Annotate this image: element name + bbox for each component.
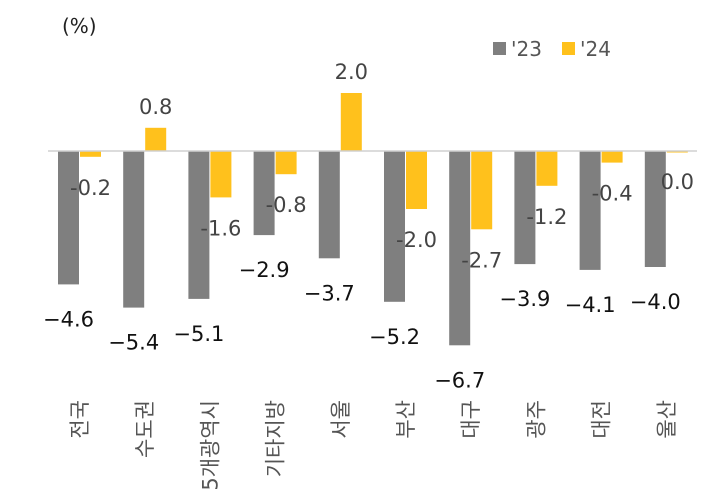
legend-swatch-24 [562, 42, 575, 55]
value-label-23-8: −4.1 [565, 293, 616, 317]
value-labels-layer: −4.6 -0.2 −5.4 0.8 −5.1 -1.6 −2.9 -0.8 −3.7 2.0 −5… [43, 60, 694, 392]
value-label-23-3: −2.9 [239, 258, 290, 282]
legend-label-23: '23 [511, 37, 542, 61]
bar-24-1 [145, 127, 167, 151]
bar-23-6 [449, 151, 471, 346]
bar-23-8 [579, 151, 601, 270]
category-label-2: 5개광역시 [198, 400, 222, 491]
bar-23-3 [253, 151, 275, 236]
bar-23-2 [188, 151, 210, 299]
value-label-24-4: 2.0 [335, 60, 368, 84]
category-label-4: 서울 [329, 400, 353, 439]
value-label-23-0: −4.6 [43, 307, 94, 331]
value-label-23-1: −5.4 [108, 331, 159, 355]
bar-24-3 [275, 151, 297, 175]
value-label-24-3: -0.8 [266, 193, 307, 217]
bar-23-7 [514, 151, 536, 265]
value-label-24-6: -2.7 [461, 248, 502, 272]
bars-layer [58, 93, 688, 346]
bar-23-5 [384, 151, 405, 302]
category-label-9: 울산 [655, 400, 679, 439]
value-label-24-2: -1.6 [200, 216, 241, 240]
bar-24-4 [340, 93, 362, 151]
bar-24-8 [601, 151, 623, 163]
value-label-24-0: -0.2 [70, 176, 111, 200]
value-label-23-5: −5.2 [369, 325, 420, 349]
category-label-7: 광주 [524, 400, 548, 439]
category-label-6: 대구 [459, 400, 483, 439]
bar-23-9 [644, 151, 666, 267]
bar-24-5 [406, 151, 427, 209]
legend-swatch-23 [493, 42, 506, 55]
category-labels-layer: 전국 수도권 5개광역시 기타지방 서울 부산 대구 광주 대전 울산 [68, 400, 679, 491]
value-label-23-7: −3.9 [499, 287, 550, 311]
bar-24-6 [471, 151, 493, 230]
value-label-24-7: -1.2 [526, 205, 567, 229]
bar-24-0 [80, 151, 101, 157]
value-label-23-6: −6.7 [434, 368, 485, 392]
category-label-3: 기타지방 [264, 400, 288, 477]
value-label-24-8: -0.4 [592, 182, 633, 206]
bar-23-0 [58, 151, 79, 285]
bar-24-2 [210, 151, 232, 198]
value-label-23-4: −3.7 [304, 281, 355, 305]
value-label-24-1: 0.8 [139, 95, 172, 119]
legend: '23 '24 [493, 37, 611, 61]
value-label-24-9: 0.0 [661, 170, 694, 194]
legend-label-24: '24 [580, 37, 611, 61]
value-label-24-5: -2.0 [396, 228, 437, 252]
bar-23-1 [123, 151, 145, 308]
category-label-8: 대전 [590, 400, 614, 439]
value-label-23-2: −5.1 [173, 322, 224, 346]
category-label-1: 수도권 [133, 400, 157, 458]
value-label-23-9: −4.0 [630, 290, 681, 314]
bar-24-7 [536, 151, 558, 186]
category-label-5: 부산 [394, 400, 418, 439]
category-label-0: 전국 [68, 400, 92, 439]
unit-label: (%) [62, 14, 97, 38]
bar-23-4 [318, 151, 340, 259]
